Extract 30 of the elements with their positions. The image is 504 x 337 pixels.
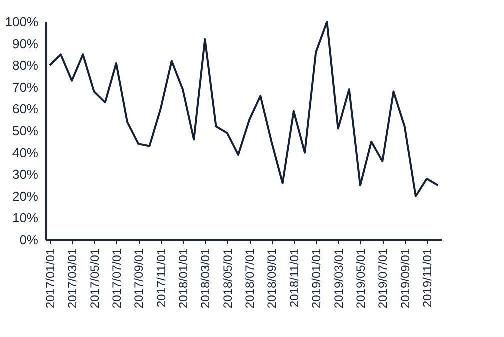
x-tick-label: 2018/09/01 [265, 248, 280, 309]
x-tick-label: 2019/03/01 [332, 248, 346, 309]
x-tick-label: 2017/11/01 [154, 248, 168, 308]
y-tick-label: 50% [12, 124, 39, 138]
x-tick-label: 2017/09/01 [132, 248, 146, 309]
x-tick-label: 2019/07/01 [376, 248, 390, 309]
y-tick-label: 90% [12, 36, 39, 52]
x-tick-label: 2019/09/01 [398, 248, 412, 309]
y-tick-label: 20% [12, 188, 39, 204]
y-tick-label: 10% [12, 210, 39, 226]
x-tick-label: 2017/07/01 [110, 248, 124, 309]
y-tick-label: 70% [12, 80, 39, 95]
y-tick-label: 30% [12, 167, 39, 182]
x-tick-label: 2018/07/01 [243, 248, 258, 309]
y-tick-label: 60% [12, 102, 39, 117]
y-tick-label: 80% [12, 58, 39, 74]
x-tick-label: 2017/05/01 [88, 248, 102, 309]
x-tick-label: 2018/11/01 [287, 248, 302, 308]
x-tick-label: 2019/01/01 [310, 248, 324, 309]
x-tick-label: 2018/01/01 [176, 248, 190, 309]
y-tick-label: 0% [20, 232, 39, 248]
x-tick-label: 2019/11/01 [420, 248, 435, 308]
x-tick-label: 2019/05/01 [354, 248, 368, 309]
x-tick-label: 2017/01/01 [43, 248, 58, 309]
line-series [48, 21, 440, 198]
y-tick-label: 100% [5, 14, 39, 30]
x-tick-label: 2018/03/01 [198, 248, 213, 309]
y-tick-label: 40% [12, 145, 39, 160]
x-tick-label: 2017/03/01 [66, 248, 80, 309]
x-tick-label: 2018/05/01 [220, 248, 235, 309]
